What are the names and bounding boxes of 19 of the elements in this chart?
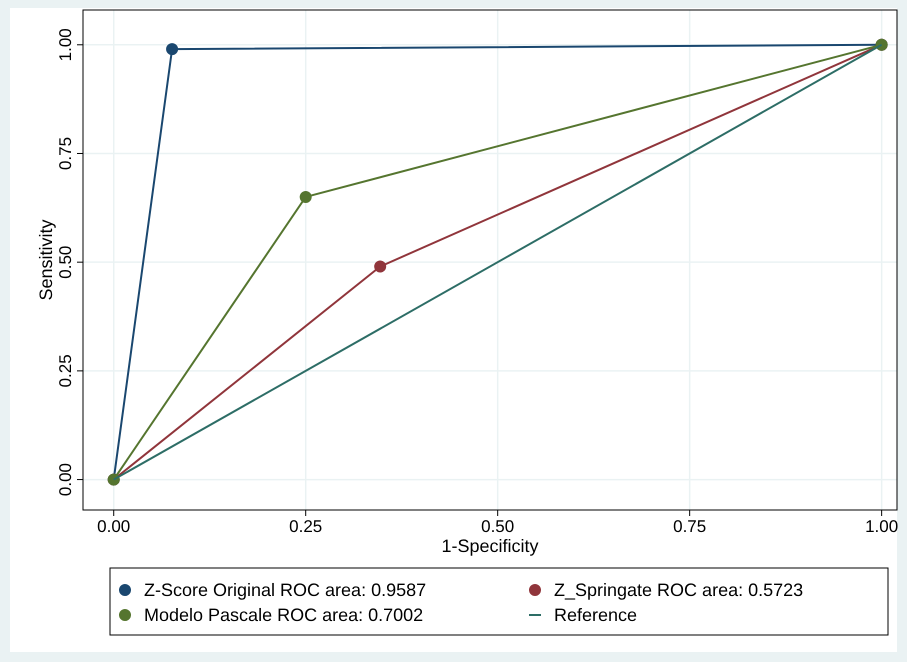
y-tick-label: 0.25	[56, 354, 75, 388]
y-tick-label: 0.00	[56, 463, 75, 496]
x-tick-label: 0.25	[289, 517, 322, 536]
y-tick-label: 1.00	[56, 28, 75, 62]
y-tick-label: 0.50	[56, 246, 75, 279]
x-tick-label: 1.00	[865, 517, 898, 536]
x-tick-label: 0.00	[97, 517, 130, 536]
y-axis-title: Sensitivity	[36, 219, 56, 301]
legend-label: Z-Score Original ROC area: 0.9587	[144, 580, 426, 600]
point	[166, 43, 178, 56]
legend-label: Z_Springate ROC area: 0.5723	[554, 580, 804, 600]
x-tick-label: 0.75	[673, 517, 706, 536]
x-axis-title: 1-Specificity	[441, 536, 539, 556]
point	[374, 260, 386, 273]
y-tick-label: 0.75	[56, 136, 75, 170]
legend-label: Modelo Pascale ROC area: 0.7002	[144, 605, 424, 625]
legend-label: Reference	[554, 605, 638, 625]
x-tick-label: 0.50	[481, 517, 514, 536]
point	[300, 190, 312, 203]
